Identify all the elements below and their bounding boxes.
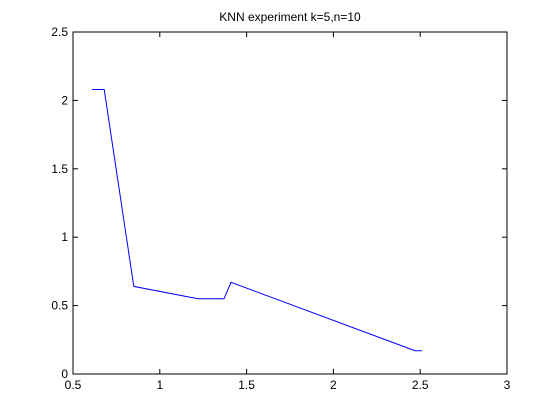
x-tick-label: 3 — [504, 378, 511, 392]
y-tick-label: 2 — [61, 93, 68, 107]
x-tick-label: 2.5 — [412, 378, 429, 392]
series-line — [92, 89, 422, 352]
x-tick-label: 1 — [156, 378, 163, 392]
y-tick-label: 1.5 — [51, 162, 68, 176]
chart-title: KNN experiment k=5,n=10 — [219, 10, 361, 24]
x-tick-label: 1.5 — [238, 378, 255, 392]
y-tick-label: 1 — [61, 230, 68, 244]
x-tick-label: 2 — [330, 378, 337, 392]
y-tick-label: 0.5 — [51, 299, 68, 313]
axes-box — [72, 31, 508, 375]
plot-area: 0.5 1 1.5 2 2.5 300.511.522.5 — [51, 25, 510, 392]
y-tick-label: 2.5 — [51, 25, 68, 39]
x-tick-label: 0.5 — [65, 378, 82, 392]
y-tick-label: 0 — [61, 367, 68, 381]
